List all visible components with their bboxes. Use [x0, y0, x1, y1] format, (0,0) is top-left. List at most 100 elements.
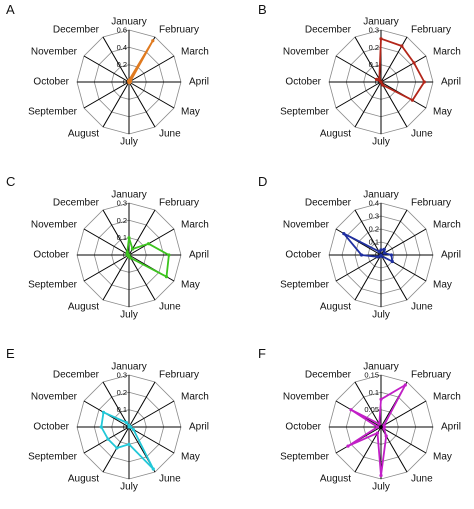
spoke-december	[354, 381, 382, 428]
spoke-august	[354, 254, 382, 301]
data-point-march	[146, 242, 151, 246]
spoke-march	[380, 228, 427, 256]
data-point-may	[382, 427, 386, 431]
data-point-november	[101, 410, 106, 414]
month-label: August	[68, 474, 99, 485]
data-point-december	[377, 422, 381, 426]
data-point-october	[379, 80, 383, 84]
spoke-december	[102, 36, 130, 83]
spoke-august	[354, 426, 382, 473]
month-label: March	[433, 47, 461, 58]
tick-label: 0.1	[369, 60, 379, 69]
month-label: June	[159, 302, 181, 313]
spoke-february	[128, 381, 156, 428]
tick-label: 0.1	[117, 233, 127, 242]
spoke-december	[354, 36, 382, 83]
spoke-september	[83, 254, 130, 282]
month-label: January	[363, 190, 399, 201]
panel-letter: D	[258, 174, 267, 189]
data-point-february	[403, 383, 407, 387]
month-label: April	[441, 250, 461, 261]
data-point-november	[374, 77, 379, 81]
data-point-november	[342, 232, 346, 236]
tick-label: 0.1	[369, 238, 379, 247]
month-label: July	[372, 482, 390, 493]
data-point-december	[377, 250, 381, 254]
month-label: March	[181, 392, 209, 403]
month-label: August	[68, 302, 99, 313]
month-label: September	[280, 280, 330, 291]
month-label: October	[33, 77, 69, 88]
month-label: June	[159, 129, 181, 140]
spoke-november	[335, 55, 382, 83]
data-point-april	[389, 253, 393, 257]
radar-panel-b: B0.30.20.10JanuaryFebruaryMarchAprilMayJ…	[258, 2, 461, 148]
data-point-september	[346, 444, 350, 448]
data-point-may	[410, 98, 415, 102]
month-label: September	[280, 107, 330, 118]
data-point-march	[382, 251, 386, 255]
month-label: December	[305, 370, 352, 381]
month-label: October	[285, 250, 321, 261]
tick-label: 0.3	[117, 199, 127, 208]
data-point-august	[378, 254, 382, 258]
data-point-april	[422, 80, 426, 84]
month-label: January	[111, 190, 147, 201]
tick-label: 0	[123, 423, 127, 432]
data-point-may	[164, 275, 169, 279]
month-label: January	[363, 362, 399, 373]
panel-letter: C	[6, 174, 15, 189]
data-point-june	[381, 83, 385, 87]
month-label: May	[433, 280, 452, 291]
month-label: February	[411, 198, 451, 209]
month-label: October	[33, 422, 69, 433]
month-label: May	[433, 452, 452, 463]
spoke-february	[128, 209, 156, 256]
tick-label: 0.2	[117, 388, 127, 397]
tick-label: 0.2	[369, 225, 379, 234]
data-series-line	[127, 39, 154, 84]
month-label: March	[433, 220, 461, 231]
month-label: November	[31, 220, 78, 231]
month-label: February	[159, 198, 199, 209]
month-label: June	[411, 302, 433, 313]
month-label: December	[305, 25, 352, 36]
month-label: April	[441, 422, 461, 433]
month-label: July	[120, 137, 138, 148]
month-label: July	[372, 137, 390, 148]
month-label: January	[111, 17, 147, 28]
data-point-january	[127, 236, 131, 240]
month-label: February	[411, 370, 451, 381]
spoke-september	[335, 81, 382, 109]
month-label: September	[28, 452, 78, 463]
month-label: June	[411, 129, 433, 140]
data-point-february	[130, 247, 135, 251]
tick-label: 0.1	[369, 388, 379, 397]
month-label: October	[285, 77, 321, 88]
data-point-october	[375, 425, 380, 429]
data-point-december	[124, 420, 128, 425]
tick-label: 0.4	[369, 199, 379, 208]
month-label: April	[189, 422, 209, 433]
data-point-june	[384, 434, 388, 438]
spoke-august	[102, 426, 130, 473]
spoke-june	[380, 81, 408, 128]
spoke-august	[102, 254, 130, 301]
month-label: May	[433, 107, 452, 118]
data-point-january	[379, 397, 383, 401]
month-label: January	[363, 17, 399, 28]
data-point-december	[127, 79, 131, 83]
data-point-october	[359, 253, 364, 257]
radar-panel-c: C0.30.20.10JanuaryFebruaryMarchAprilMayJ…	[6, 174, 209, 321]
data-point-november	[349, 408, 353, 412]
spoke-december	[102, 381, 130, 428]
month-label: October	[285, 422, 321, 433]
month-label: December	[305, 198, 352, 209]
spoke-march	[380, 400, 427, 428]
panel-letter: B	[258, 2, 267, 17]
month-label: July	[120, 310, 138, 321]
data-point-february	[151, 39, 155, 43]
month-label: November	[283, 220, 330, 231]
tick-label: 0.2	[117, 60, 127, 69]
spoke-december	[102, 209, 130, 256]
